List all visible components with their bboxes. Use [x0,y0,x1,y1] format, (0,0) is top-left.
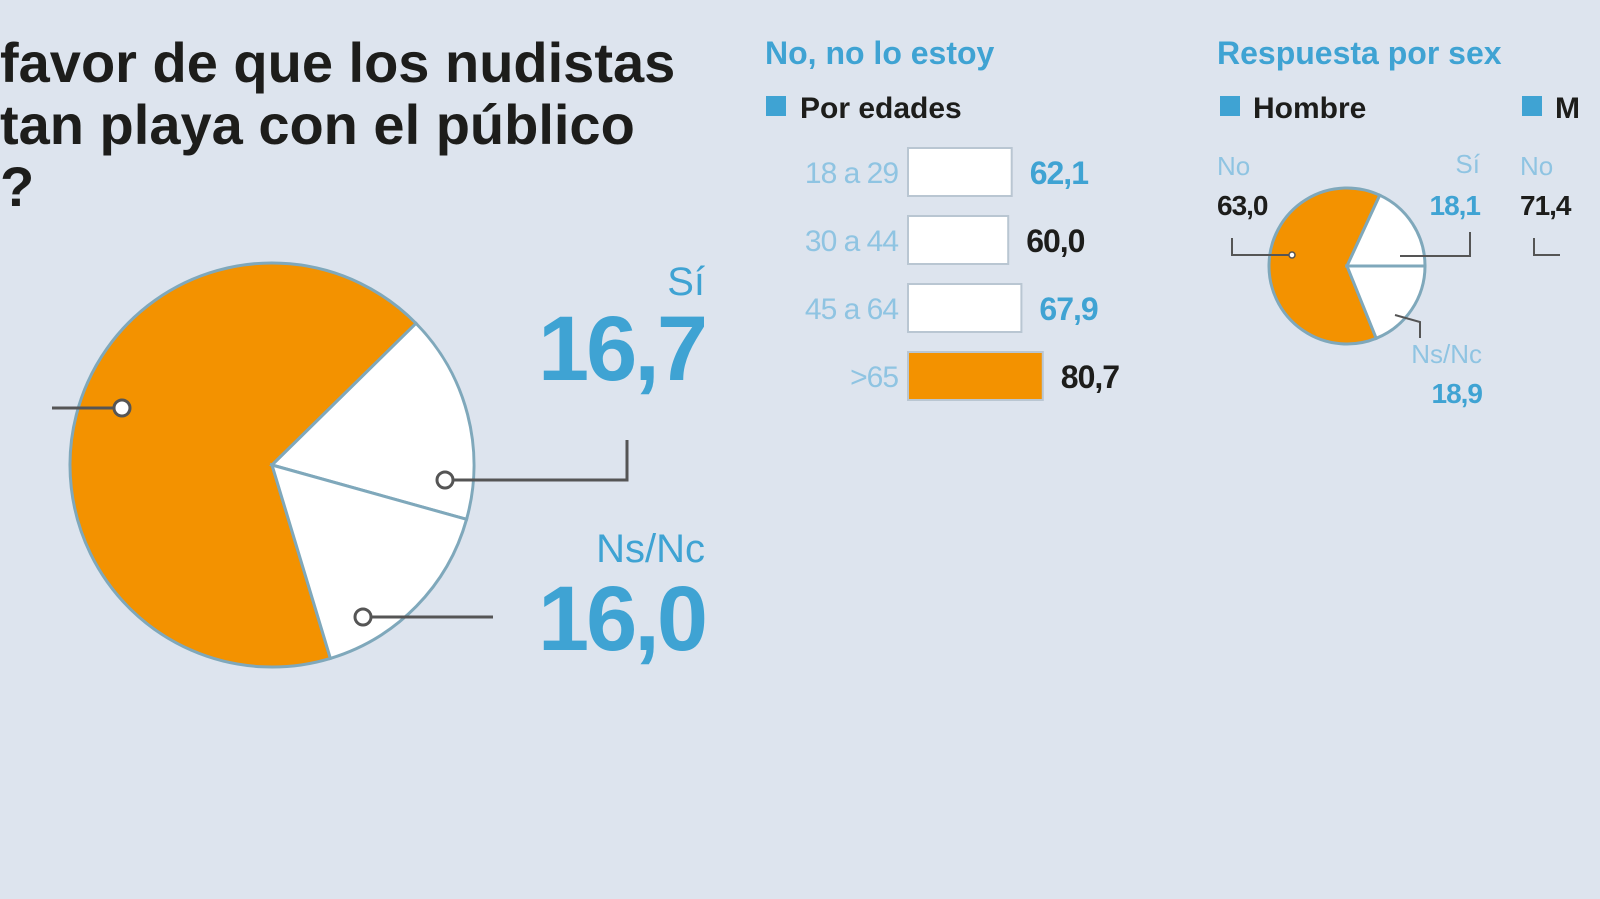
legend-swatch [1220,96,1240,116]
legend-swatch [766,96,786,116]
category-label: Sí [667,260,705,304]
category-label: No [1520,151,1553,181]
pie-slice [1267,186,1382,346]
category-label: Ns/Nc [1411,339,1482,369]
legend-label: Hombre [1253,92,1366,125]
leader-line [1394,314,1421,338]
category-label: No [1217,151,1250,181]
leader-line [1533,238,1560,256]
pie-slice [1344,193,1427,268]
leaders-small [1231,232,1560,338]
category-label: >65 [850,361,898,394]
leader-dot [112,398,132,418]
bar [907,215,1010,265]
value-label: 18,1 [1430,190,1481,221]
category-label: 45 a 64 [805,293,898,326]
pie [68,261,476,669]
value-label: 63,0 [1217,190,1268,221]
category-label: Sí [1455,149,1480,179]
category-label: 30 a 44 [805,225,898,258]
value-label: 67,9 [1039,291,1097,327]
pie-slice [68,261,419,669]
title-line: favor de que los nudistas [0,31,675,94]
title-line: tan playa con el público [0,93,635,156]
value-label: 62,1 [1030,155,1088,191]
leader-line [1400,232,1471,257]
value-label: 80,7 [1061,359,1119,395]
leaders [52,406,629,619]
chart-title: Respuesta por sex [1217,35,1502,71]
pie-slice [269,462,469,661]
category-label: 18 a 29 [805,157,898,190]
value-label: 16,7 [538,298,705,400]
pie [1267,186,1427,346]
leader-dot [435,470,455,490]
title-line: ? [0,155,34,218]
leader-dot [353,607,373,627]
legend-swatch [1522,96,1542,116]
leader-dot [1288,251,1296,259]
bar [907,351,1044,401]
legend-label: M [1555,92,1580,125]
bar [907,147,1013,197]
leader-line [1231,238,1292,256]
value-label: 18,9 [1432,378,1483,409]
value-label: 16,0 [538,568,705,670]
value-label: 71,4 [1520,190,1572,221]
pie-slice [269,321,476,522]
bar [907,283,1023,333]
legend-label: Por edades [800,92,962,125]
category-label: Ns/Nc [596,527,705,571]
leader-line [445,440,629,482]
value-label: 60,0 [1026,223,1084,259]
chart-title: No, no lo estoy [765,35,995,71]
pie-slice [1344,264,1427,341]
